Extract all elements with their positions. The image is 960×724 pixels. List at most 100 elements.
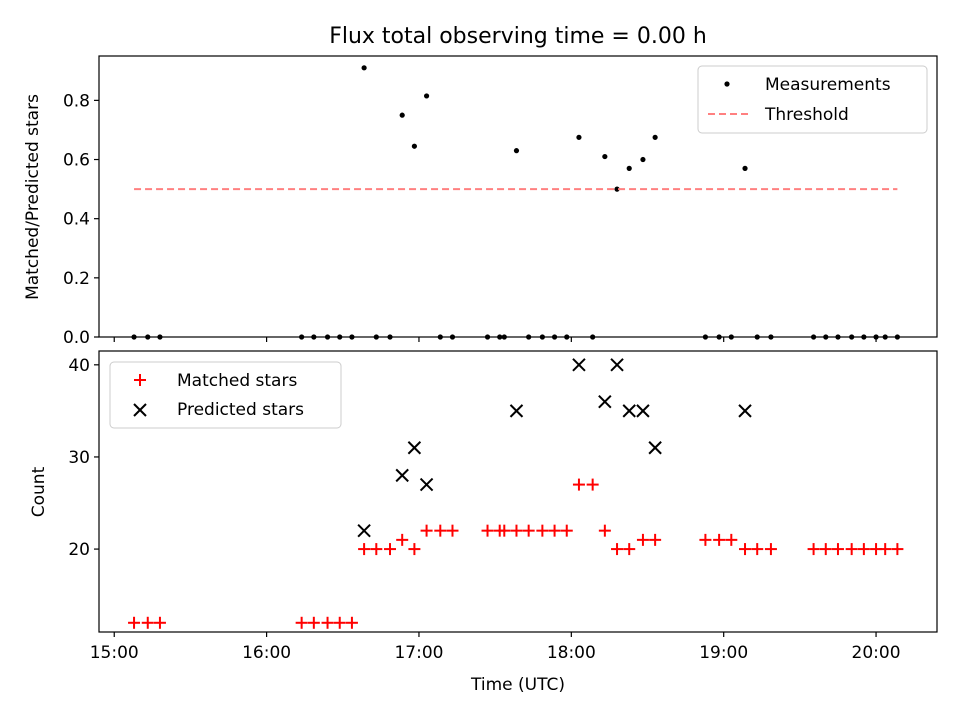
matched-star-point: [713, 533, 726, 546]
legend-plus-marker: [134, 374, 146, 386]
matched-star-point: [857, 543, 870, 556]
matched-star-point: [586, 478, 599, 491]
bottom-plot-area: 20 30 40 15:00 16:00 17:00 18:00 19:00 20:00: [68, 350, 938, 663]
x-stroke-2: [419, 477, 434, 492]
predicted-star-point: [648, 441, 662, 455]
matched-star-point: [446, 524, 459, 537]
x-stroke-2: [509, 404, 524, 418]
figure-title: Flux total observing time = 0.00 h: [329, 24, 707, 49]
matched-star-point: [845, 543, 858, 556]
matched-star-point: [333, 616, 346, 629]
predicted-star-point: [636, 404, 650, 418]
measurement-point: [423, 93, 430, 99]
y-tick-label: 40: [68, 356, 90, 376]
matched-star-point: [831, 543, 844, 556]
matched-star-point: [548, 524, 561, 537]
x-stroke-2: [598, 394, 612, 409]
measurement-point: [399, 112, 405, 118]
matched-star-point: [370, 543, 383, 556]
matched-star-point: [725, 533, 738, 546]
x-stroke-2: [572, 358, 586, 372]
top-panel: Matched/Predicted stars 0.00.20.40.60.8 …: [23, 55, 938, 348]
y-tick-label: 20: [68, 540, 90, 560]
matched-star-point: [572, 478, 585, 491]
x-stroke-2: [738, 404, 752, 418]
matched-star-point: [764, 543, 777, 556]
predicted-star-point: [407, 441, 422, 455]
matched-star-point: [636, 533, 649, 546]
legend-entry-threshold: Threshold: [764, 105, 849, 125]
x-tick-label: 19:00: [699, 643, 748, 663]
x-tick-label: 17:00: [394, 643, 443, 663]
x-stroke-2: [357, 523, 371, 538]
x-tick-label: 20:00: [852, 643, 901, 663]
measurement-point: [411, 143, 417, 149]
y-tick-label: 0.6: [63, 151, 90, 171]
matched-star-point: [345, 616, 358, 629]
matched-star-point: [358, 543, 371, 556]
measurement-point: [576, 134, 582, 140]
measurement-point: [361, 65, 367, 71]
y-tick-label: 0.0: [63, 328, 90, 348]
matched-star-point: [891, 543, 904, 556]
x-stroke-2: [610, 358, 624, 372]
x-tick-label: 15:00: [90, 643, 139, 663]
x-tick-label: 16:00: [242, 643, 291, 663]
bottom-panel: Count Time (UTC) 20 30 40 15:00 16:00 17:00 18…: [29, 350, 938, 695]
predicted-star-point: [622, 404, 636, 418]
predicted-star-point: [610, 358, 624, 372]
x-stroke-2: [636, 404, 650, 418]
matched-star-point: [611, 543, 624, 556]
top-legend-box: [697, 65, 928, 134]
predicted-star-point: [598, 394, 612, 409]
matched-star-point: [408, 543, 421, 556]
matched-star-point: [879, 543, 892, 556]
matched-star-point: [510, 524, 523, 537]
measurement-point: [652, 134, 658, 140]
matched-star-point: [699, 533, 712, 546]
measurement-point: [614, 186, 620, 192]
matched-star-point: [481, 524, 494, 537]
predicted-star-point: [419, 477, 434, 492]
legend-entry-matched-stars: Matched stars: [177, 371, 297, 391]
y-tick-label: 0.2: [63, 269, 90, 289]
y-tick-label: 0.8: [63, 91, 90, 111]
axes-frame: [98, 350, 938, 633]
x-tick-label: 18:00: [547, 643, 596, 663]
predicted-star-point: [357, 523, 371, 538]
series-matched-stars: [128, 478, 904, 629]
matched-star-point: [739, 543, 752, 556]
measurement-point: [626, 165, 632, 171]
matched-star-point: [384, 543, 397, 556]
legend-x-marker: [133, 403, 147, 417]
predicted-star-point: [395, 468, 409, 483]
matched-star-point: [598, 524, 611, 537]
x-stroke-2: [622, 404, 636, 418]
matched-star-point: [128, 616, 141, 629]
matched-star-point: [807, 543, 820, 556]
matched-star-point: [307, 616, 320, 629]
axes-frame: [98, 55, 938, 338]
top-plot-area: 0.0 0.2 0.4 0.6 0.8: [63, 55, 938, 348]
matched-star-point: [536, 524, 549, 537]
x-stroke-2: [407, 441, 422, 455]
matched-star-point: [141, 616, 154, 629]
predicted-star-point: [738, 404, 752, 418]
matched-star-point: [153, 616, 166, 629]
bottom-legend: Matched stars Predicted stars: [109, 361, 342, 429]
matched-star-point: [396, 533, 409, 546]
measurement-point: [513, 148, 520, 154]
matched-star-point: [560, 524, 573, 537]
matched-star-point: [434, 524, 447, 537]
matched-star-point: [498, 524, 511, 537]
matched-star-point: [649, 533, 662, 546]
legend-dot-marker: [724, 81, 730, 87]
x-axis-label: Time (UTC): [470, 675, 565, 695]
predicted-star-point: [572, 358, 586, 372]
y-tick-label: 0.4: [63, 210, 90, 230]
measurement-point: [742, 165, 748, 171]
bottom-y-axis-label: Count: [29, 466, 49, 517]
matched-star-point: [321, 616, 334, 629]
series-predicted-stars: [357, 358, 752, 538]
